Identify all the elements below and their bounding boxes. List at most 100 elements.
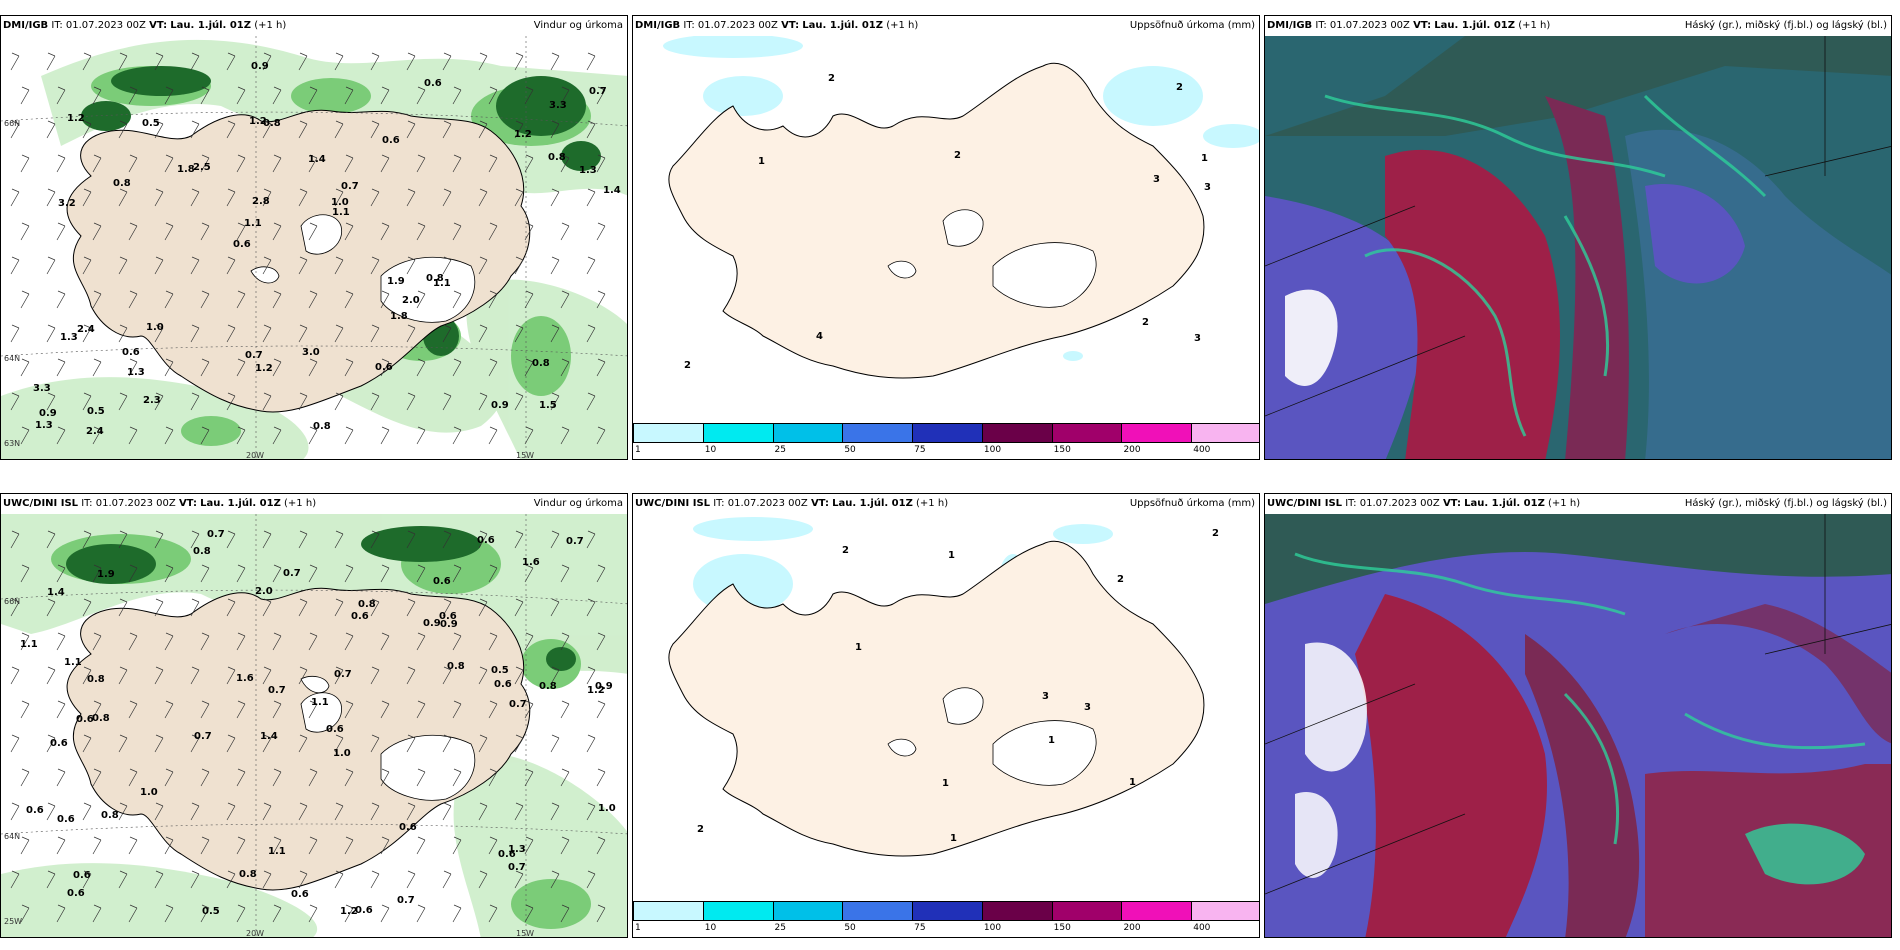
lon-label: 15W bbox=[516, 451, 534, 460]
wind-barb bbox=[10, 802, 20, 821]
colorbar-swatch bbox=[1191, 423, 1259, 443]
wind-barb bbox=[416, 632, 426, 651]
wind-barb bbox=[226, 188, 236, 207]
wind-barb bbox=[308, 632, 318, 651]
wind-barb bbox=[344, 700, 354, 719]
wind-barb bbox=[56, 564, 66, 583]
colorbar-swatch bbox=[633, 423, 704, 443]
wind-barb bbox=[416, 86, 426, 105]
wind-barb bbox=[550, 598, 560, 617]
wind-barb bbox=[524, 358, 534, 377]
wind-barb bbox=[10, 188, 20, 207]
valid-time-prefix: VT: bbox=[810, 498, 829, 509]
value-label: 0.8 bbox=[426, 273, 444, 284]
wind-barb bbox=[262, 392, 272, 411]
wind-barb bbox=[596, 836, 606, 855]
value-label: 0.7 bbox=[508, 862, 526, 873]
wind-barb bbox=[380, 564, 390, 583]
wind-barb bbox=[334, 120, 344, 139]
value-label: 1.3 bbox=[127, 367, 145, 378]
value-label: 1.1 bbox=[332, 207, 350, 218]
accum-precip-map: 1 1 3 3 2 1 2 1 1 1 2 2 bbox=[633, 514, 1259, 903]
cloud-cover-map bbox=[1265, 36, 1891, 459]
wind-barb bbox=[550, 734, 560, 753]
wind-barb bbox=[334, 666, 344, 685]
wind-barb bbox=[524, 426, 534, 445]
wind-barb bbox=[370, 598, 380, 617]
wind-barb bbox=[272, 290, 282, 309]
valid-time: Lau. 1.júl. 01Z bbox=[832, 498, 913, 509]
wind-barb bbox=[442, 870, 452, 889]
panel-title: Vindur og úrkoma bbox=[533, 20, 623, 31]
wind-barb bbox=[236, 768, 246, 787]
wind-barb bbox=[154, 120, 164, 139]
panel-header: UWC/DINI ISL IT: 01.07.2023 00Z VT: Lau.… bbox=[1265, 494, 1891, 514]
wind-barb bbox=[442, 120, 452, 139]
wind-barb bbox=[406, 598, 416, 617]
wind-barb bbox=[452, 564, 462, 583]
wind-barb bbox=[56, 426, 66, 445]
wind-barb bbox=[262, 120, 272, 139]
wind-barb bbox=[416, 154, 426, 173]
wind-barb bbox=[380, 290, 390, 309]
colorbar-tick: 10 bbox=[704, 923, 717, 933]
wind-barb bbox=[308, 86, 318, 105]
wind-barb bbox=[298, 52, 308, 71]
wind-barb bbox=[514, 734, 524, 753]
value-label: 0.6 bbox=[424, 78, 442, 89]
wind-barb bbox=[82, 870, 92, 889]
wind-barb bbox=[560, 700, 570, 719]
wind-barb bbox=[128, 836, 138, 855]
panel-wind-precip-dmi: DMI/IGB IT: 01.07.2023 00Z VT: Lau. 1.jú… bbox=[0, 15, 628, 460]
value-label: 0.7 bbox=[566, 536, 584, 547]
wind-barb bbox=[560, 154, 570, 173]
wind-barb bbox=[452, 154, 462, 173]
wind-barb bbox=[298, 120, 308, 139]
wind-barb bbox=[416, 700, 426, 719]
wind-barb bbox=[452, 632, 462, 651]
wind-barb bbox=[560, 290, 570, 309]
colorbar-swatch bbox=[1051, 423, 1123, 443]
model-name: UWC/DINI ISL bbox=[1267, 498, 1343, 509]
value-label: 2.0 bbox=[255, 586, 273, 597]
wind-barb bbox=[200, 836, 210, 855]
colorbar-tick: 75 bbox=[914, 445, 926, 455]
wind-barb bbox=[20, 154, 30, 173]
wind-barb bbox=[46, 188, 56, 207]
wind-barb bbox=[442, 188, 452, 207]
wind-barb bbox=[128, 700, 138, 719]
colorbar-tick: 200 bbox=[1123, 445, 1141, 455]
value-label: 2 bbox=[954, 150, 961, 161]
value-label: 0.9 bbox=[440, 619, 458, 630]
init-time: IT: 01.07.2023 00Z bbox=[51, 20, 146, 31]
wind-barb bbox=[272, 632, 282, 651]
wind-barb bbox=[478, 734, 488, 753]
value-label: 0.6 bbox=[233, 239, 251, 250]
lat-label: 66N bbox=[4, 597, 20, 606]
panel-header: UWC/DINI ISL IT: 01.07.2023 00Z VT: Lau.… bbox=[1, 494, 627, 514]
model-name: DMI/IGB bbox=[3, 20, 49, 31]
valid-time: Lau. 1.júl. 01Z bbox=[200, 498, 281, 509]
wind-barb bbox=[370, 324, 380, 343]
wind-barb bbox=[298, 734, 308, 753]
valid-time: Lau. 1.júl. 01Z bbox=[802, 20, 883, 31]
value-label: 2 bbox=[1212, 528, 1219, 539]
colorbar-tick: 400 bbox=[1193, 445, 1211, 455]
colorbar-tick: 100 bbox=[983, 445, 1002, 455]
value-label: 0.6 bbox=[433, 576, 451, 587]
wind-barb bbox=[56, 222, 66, 241]
wind-barb bbox=[488, 154, 498, 173]
value-label: 2.5 bbox=[193, 162, 211, 173]
wind-barb bbox=[560, 86, 570, 105]
valid-time-prefix: VT: bbox=[781, 20, 800, 31]
wind-barb bbox=[164, 836, 174, 855]
value-label: 2 bbox=[1142, 317, 1149, 328]
wind-barb bbox=[118, 52, 128, 71]
wind-barb bbox=[20, 904, 30, 923]
panel-header: DMI/IGB IT: 01.07.2023 00Z VT: Lau. 1.jú… bbox=[1265, 16, 1891, 36]
wind-barb bbox=[128, 426, 138, 445]
wind-barb bbox=[164, 904, 174, 923]
wind-barb bbox=[200, 904, 210, 923]
wind-barb bbox=[262, 324, 272, 343]
lat-label: 63N bbox=[4, 439, 20, 448]
